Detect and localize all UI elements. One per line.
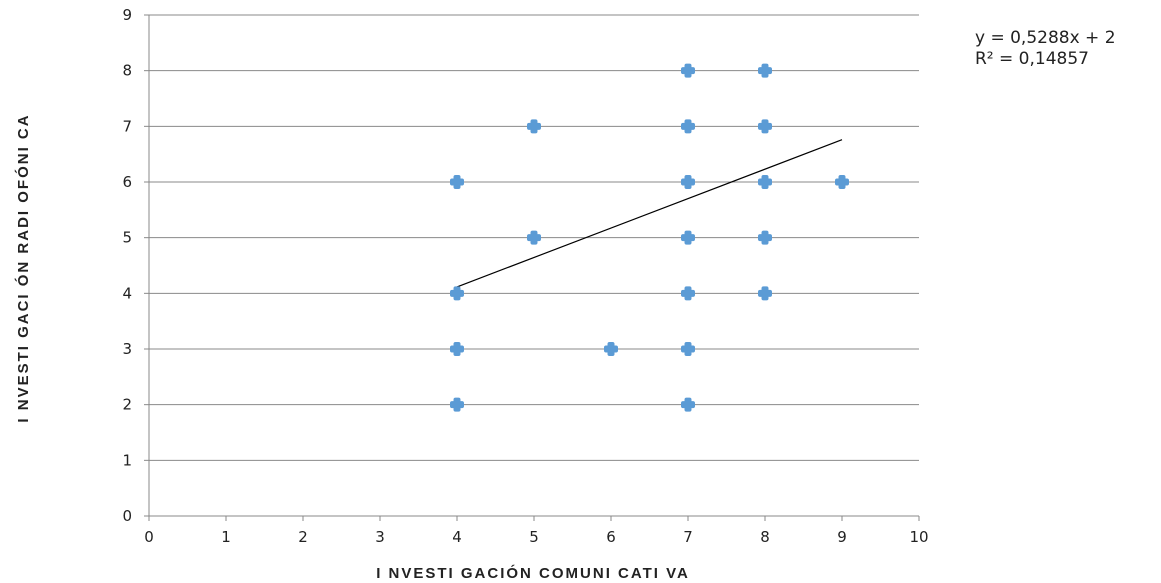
x-tick-label: 2 [298,528,308,546]
x-tick-label: 9 [837,528,847,546]
data-point [681,175,695,189]
y-tick-label: 9 [122,6,132,24]
data-point [450,342,464,356]
y-tick-label: 7 [122,117,132,135]
data-point [450,397,464,412]
trendline-equation: y = 0,5288x + 2 [975,28,1116,48]
data-point [604,342,618,356]
data-point [758,175,772,189]
data-point [758,230,772,245]
y-tick-label: 3 [122,340,132,358]
data-point [681,342,695,356]
data-point [681,119,695,134]
x-tick-label: 1 [221,528,231,546]
data-point [681,230,695,245]
y-tick-label: 8 [122,62,132,80]
y-tick-label: 5 [122,229,132,247]
y-tick-label: 0 [122,507,132,525]
data-point [681,397,695,412]
data-point [758,286,772,301]
data-point [527,230,541,245]
data-point [681,286,695,301]
x-tick-label: 7 [683,528,693,546]
x-axis-title: I NVESTI GACIÓN COMUNI CATI VA [376,564,690,582]
x-tick-label: 0 [144,528,154,546]
data-point [527,119,541,134]
x-tick-label: 8 [760,528,770,546]
x-tick-label: 4 [452,528,462,546]
y-tick-label: 1 [122,451,132,469]
x-tick-label: 3 [375,528,385,546]
trendline-r-squared: R² = 0,14857 [975,49,1089,69]
data-point [450,286,464,301]
y-tick-labels: 0 1 2 3 4 5 6 7 8 9 [122,6,149,525]
y-axis-title: I NVESTI GACI ÓN RADI OFÓNI CA [14,113,32,422]
x-tick-label: 10 [909,528,928,546]
y-tick-label: 4 [122,284,132,302]
axes [148,15,919,517]
data-points [450,63,849,412]
x-tick-label: 6 [606,528,616,546]
y-tick-label: 2 [122,396,132,414]
trendline [456,139,843,288]
x-tick-labels: 0 1 2 3 4 5 6 7 8 9 10 [144,516,929,546]
x-tick-label: 5 [529,528,539,546]
data-point [758,119,772,134]
data-point [835,175,849,189]
data-point [758,63,772,78]
data-point [450,175,464,189]
data-point [681,63,695,78]
y-tick-label: 6 [122,173,132,191]
